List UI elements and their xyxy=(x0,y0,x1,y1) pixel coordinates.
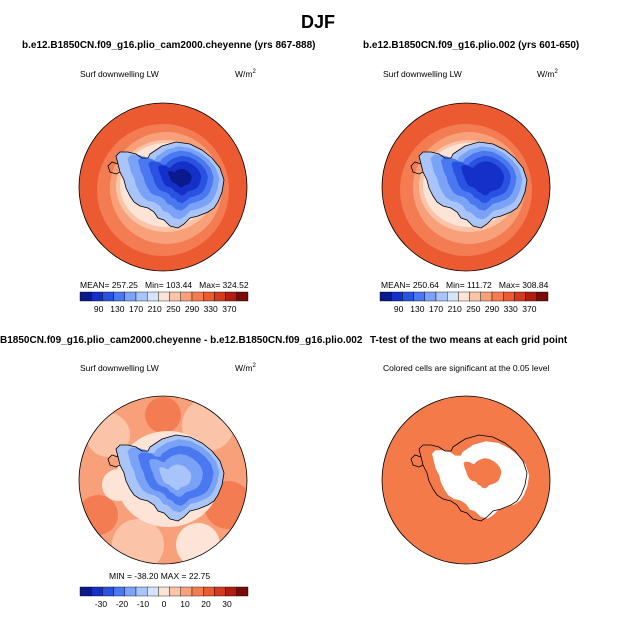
panel3-colorbar-swatch xyxy=(79,586,92,597)
panel1-colorbar-swatch xyxy=(102,291,114,302)
panel2-variable-label: Surf downwelling LW xyxy=(383,69,462,79)
panel2-stats: MEAN= 250.64 Min= 111.72 Max= 308.84 xyxy=(381,280,549,290)
panel3-colorbar-swatch xyxy=(158,586,170,597)
panel1-colorbar-swatch xyxy=(79,291,92,302)
panel4-map xyxy=(381,395,551,565)
panel1-colorbar-swatch xyxy=(191,291,204,302)
panel1-colorbar-swatch xyxy=(236,291,249,302)
panel2-colorbar-tick-label: 290 xyxy=(485,304,499,314)
panel1-title: b.e12.B1850CN.f09_g16.plio_cam2000.cheye… xyxy=(22,40,316,51)
panel1-colorbar-swatch xyxy=(124,291,137,302)
panel1-variable-label: Surf downwelling LW xyxy=(80,69,159,79)
panel2-min: 111.72 xyxy=(467,280,492,290)
panel3-colorbar-swatch xyxy=(191,586,204,597)
panel1-colorbar: 90 130 170 210 250 290 330 370 xyxy=(79,291,249,314)
panel2-colorbar-swatch xyxy=(469,291,481,302)
panel2-colorbar-swatch xyxy=(402,291,414,302)
panel2-colorbar-tick-label: 370 xyxy=(522,304,536,314)
panel2-colorbar-swatch xyxy=(413,291,425,302)
panel1-stats: MEAN= 257.25 Min= 103.44 Max= 324.52 xyxy=(80,280,249,290)
panel2-colorbar-swatch xyxy=(390,291,403,302)
panel2-colorbar-swatch xyxy=(458,291,470,302)
panel1-colorbar-tick-label: 370 xyxy=(222,304,236,314)
panel3-variable-label: Surf downwelling LW xyxy=(80,363,159,373)
panel3-colorbar-swatch xyxy=(214,586,226,597)
panel2-colorbar-swatch xyxy=(424,291,437,302)
panel1-colorbar-tick-label: 290 xyxy=(185,304,199,314)
panel2-colorbar-swatch xyxy=(435,291,448,302)
panel1-colorbar-swatch xyxy=(135,291,148,302)
panel3-colorbar-swatch xyxy=(135,586,148,597)
panel3-colorbar-tick-label: -30 xyxy=(95,599,108,609)
panel1-max: 324.52 xyxy=(222,280,249,290)
panel3-colorbar-swatch xyxy=(146,586,159,597)
panel2-colorbar-swatch xyxy=(536,291,549,302)
panel3-colorbar-swatch xyxy=(124,586,137,597)
panel3-title: B1850CN.f09_g16.plio_cam2000.cheyenne - … xyxy=(0,335,363,346)
panel2-colorbar-swatch xyxy=(379,291,392,302)
panel2-colorbar-swatch xyxy=(491,291,504,302)
panel1-colorbar-swatch xyxy=(214,291,226,302)
panel2-units: W/m2 xyxy=(537,69,558,79)
panel3-colorbar-swatch xyxy=(202,586,215,597)
panel1-colorbar-swatch xyxy=(90,291,103,302)
panel3-colorbar-swatch xyxy=(180,586,193,597)
panel4-title: T-test of the two means at each grid poi… xyxy=(370,335,568,346)
panel2-colorbar-swatch xyxy=(480,291,493,302)
panel3-colorbar-tick-label: 10 xyxy=(180,599,190,609)
panel2-colorbar-tick-label: 90 xyxy=(394,304,404,314)
panel1-colorbar-swatch xyxy=(146,291,159,302)
panel2-colorbar-tick-label: 130 xyxy=(410,304,424,314)
panel3-units: W/m2 xyxy=(235,363,256,373)
panel1-colorbar-tick-label: 130 xyxy=(110,304,124,314)
panel1-colorbar-swatch xyxy=(113,291,125,302)
panel2-colorbar-swatch xyxy=(514,291,526,302)
panel3-colorbar: -30 -20 -10 0 10 20 30 xyxy=(79,586,249,609)
panel3-colorbar-tick-label: -20 xyxy=(116,599,129,609)
panel1-units: W/m2 xyxy=(235,69,256,79)
panel1-colorbar-tick-label: 210 xyxy=(148,304,162,314)
panel3-colorbar-swatch xyxy=(102,586,114,597)
panel3-colorbar-tick-label: -10 xyxy=(137,599,150,609)
panel2-colorbar-tick-label: 210 xyxy=(448,304,462,314)
figure-title: DJF xyxy=(300,12,335,32)
panel3-colorbar-swatch xyxy=(225,586,238,597)
panel3-colorbar-swatch xyxy=(169,586,181,597)
panel2-colorbar-tick-label: 330 xyxy=(504,304,518,314)
panel2-mean: 250.64 xyxy=(412,280,439,290)
panel1-colorbar-tick-label: 250 xyxy=(166,304,180,314)
panel1-colorbar-swatch xyxy=(169,291,181,302)
panel1-colorbar-tick-label: 170 xyxy=(129,304,143,314)
panel1-min: 103.44 xyxy=(166,280,193,290)
panel3-map xyxy=(78,395,248,565)
panel2-colorbar-swatch xyxy=(525,291,538,302)
panel1-map xyxy=(78,102,248,272)
panel2-colorbar-tick-label: 170 xyxy=(429,304,443,314)
panel1-mean: 257.25 xyxy=(111,280,138,290)
panel3-colorbar-tick-label: 30 xyxy=(222,599,232,609)
panel1-colorbar-swatch xyxy=(202,291,215,302)
panel1-colorbar-tick-label: 90 xyxy=(94,304,104,314)
panel3-colorbar-swatch xyxy=(236,586,249,597)
panel3-stats: MIN = -38.20 MAX = 22.75 xyxy=(109,571,211,581)
panel3-colorbar-swatch xyxy=(113,586,125,597)
panel2-colorbar-swatch xyxy=(446,291,459,302)
panel4-subtitle: Colored cells are significant at the 0.0… xyxy=(383,363,550,373)
panel3-colorbar-tick-label: 0 xyxy=(162,599,167,609)
panel2-map xyxy=(381,102,551,272)
panel3-colorbar-swatch xyxy=(90,586,103,597)
panel2-title: b.e12.B1850CN.f09_g16.plio.002 (yrs 601-… xyxy=(363,40,580,51)
panel3-colorbar-tick-label: 20 xyxy=(201,599,211,609)
panel2-max: 308.84 xyxy=(522,280,549,290)
panel2-colorbar-tick-label: 250 xyxy=(466,304,480,314)
panel1-colorbar-swatch xyxy=(158,291,170,302)
panel2-colorbar-swatch xyxy=(502,291,515,302)
panel1-colorbar-swatch xyxy=(225,291,238,302)
panel1-colorbar-tick-label: 330 xyxy=(204,304,218,314)
panel2-colorbar: 90 130 170 210 250 290 330 370 xyxy=(379,291,549,314)
panel1-colorbar-swatch xyxy=(180,291,193,302)
